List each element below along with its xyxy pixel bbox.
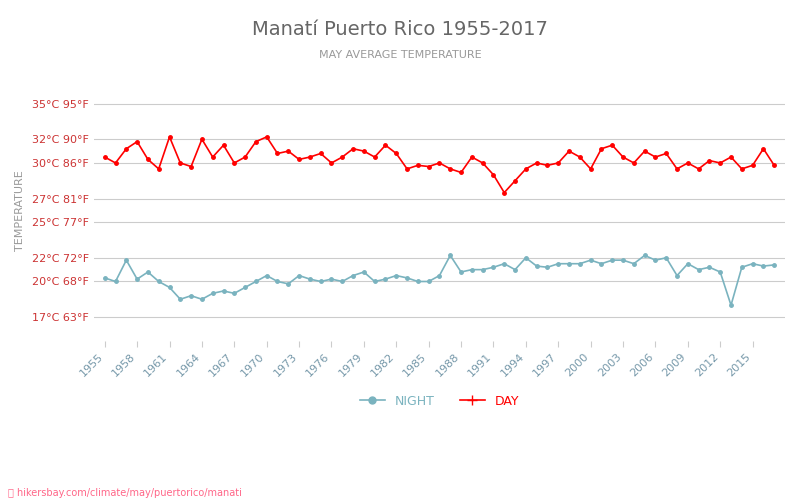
Legend: NIGHT, DAY: NIGHT, DAY	[354, 390, 524, 412]
Text: 🔴 hikersbay.com/climate/may/puertorico/manati: 🔴 hikersbay.com/climate/may/puertorico/m…	[8, 488, 242, 498]
Text: Manatí Puerto Rico 1955-2017: Manatí Puerto Rico 1955-2017	[252, 20, 548, 39]
Text: MAY AVERAGE TEMPERATURE: MAY AVERAGE TEMPERATURE	[318, 50, 482, 60]
Y-axis label: TEMPERATURE: TEMPERATURE	[15, 170, 25, 251]
